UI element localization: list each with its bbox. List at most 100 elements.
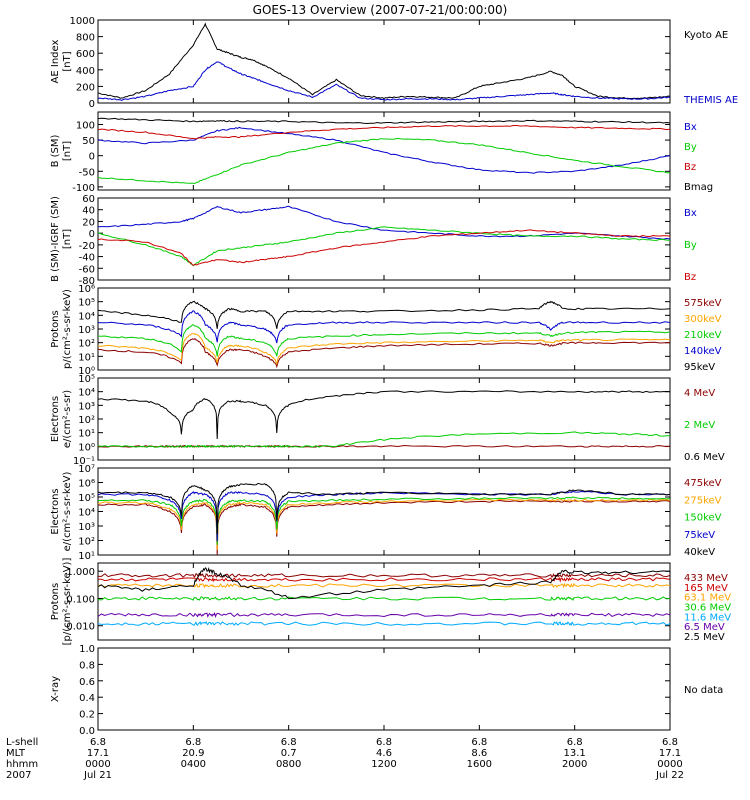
x-tick-label: 20.9 [182, 748, 204, 759]
y-tick-label: 0 [89, 229, 95, 240]
y-axis-label-line: e/(cm²-s-sr) [62, 390, 73, 448]
y-tick-label: 0 [89, 152, 95, 163]
legend-label: 210keV [684, 330, 722, 341]
y-tick-label: 10³ [78, 522, 95, 533]
series-line-by [97, 137, 670, 184]
y-tick-label: 10³ [78, 325, 95, 336]
y-tick-label: 10⁵ [78, 493, 95, 504]
series-line-bz [97, 124, 671, 140]
y-axis-label-line: B (SM) [50, 134, 61, 167]
legend-label: 6.5 MeV [684, 622, 725, 633]
x-tick-label: 4.6 [376, 748, 392, 759]
legend-label: Bx [684, 208, 697, 219]
y-tick-label: 0.4 [79, 693, 95, 704]
y-axis-label-line: p/(cm²-s-sr-keV) [62, 289, 73, 369]
x-row-label: hhmm [6, 759, 38, 770]
y-axis-label: B (SM)-IGRF (SM)[nT] [50, 196, 73, 282]
legend-label: 140keV [684, 346, 722, 357]
series-line-2.5-mev [97, 567, 671, 600]
panel-electrons_kev: 10¹ 10² 10³ 10⁴ 10⁵ 10⁶ 10⁷ Electronse/(cm²-s-s… [50, 464, 722, 562]
y-axis-label-line: Protons [50, 310, 61, 347]
y-tick-label: -60 [79, 264, 95, 275]
x-row-label: MLT [6, 748, 26, 759]
series-line-0.6-mev [97, 390, 671, 440]
x-tick-label: Jul 21 [83, 770, 112, 781]
y-axis-label: Protonsp/(cm²-s-sr-keV) [50, 289, 73, 369]
x-tick-label: 6.8 [90, 737, 106, 748]
y-tick-label: 20 [82, 217, 95, 228]
x-tick-label: 6.8 [662, 737, 678, 748]
y-tick-label: 10² [78, 415, 95, 426]
series-line-433-mev [98, 572, 671, 578]
legend-label: Bz [684, 272, 696, 283]
x-row-label: 2007 [6, 770, 31, 781]
series-line-6.5-mev [97, 611, 671, 619]
y-tick-label: 0.100 [66, 594, 95, 605]
y-tick-label: 0.2 [79, 710, 95, 721]
legend-label: Kyoto AE [684, 30, 728, 41]
y-tick-label: 60 [82, 194, 95, 205]
x-tick-label: 0800 [276, 759, 301, 770]
y-axis-label-line: [nT] [62, 141, 73, 161]
series-line-95kev [97, 300, 671, 329]
y-tick-label: 10⁶ [78, 284, 95, 295]
legend-label: 30.6 MeV [684, 603, 731, 614]
y-tick-label: 1000 [70, 16, 95, 27]
legend-label: 275keV [684, 495, 722, 506]
panel-ae_index: 0 200 400 600 800 1000 AE Index[nT] Kyoto AE THE… [50, 16, 738, 110]
panel-xray: 0.0 0.2 0.4 0.6 0.8 1.0 X-ray No data [50, 644, 723, 737]
x-tick-label: 17.1 [659, 748, 681, 759]
x-tick-label: 0000 [85, 759, 110, 770]
series-line-475kev [97, 499, 671, 555]
x-tick-label: 6.8 [281, 737, 297, 748]
panel-electrons_mev: 10⁻¹ 10⁰ 10¹ 10² 10³ 10⁴ 10⁵ Electronse/(cm²-s-… [50, 374, 725, 467]
y-tick-label: -20 [79, 241, 95, 252]
series-line-11.6-mev [97, 620, 671, 627]
y-axis-label-line: Protons [50, 583, 61, 620]
figure-title: GOES-13 Overview (2007-07-21/00:00:00) [253, 3, 508, 17]
y-axis-label-line: Electrons [50, 488, 61, 534]
y-tick-label: 10⁷ [78, 464, 95, 475]
y-tick-label: 0.6 [79, 677, 95, 688]
y-tick-label: 10¹ [78, 352, 95, 363]
y-tick-label: 50 [82, 136, 95, 147]
legend-label: THEMIS AE [683, 95, 738, 106]
legend-label: 150keV [684, 513, 722, 524]
legend-label: By [684, 240, 697, 251]
x-tick-label: 0400 [181, 759, 206, 770]
y-tick-label: 10⁵ [78, 374, 95, 385]
y-tick-label: 0.0 [79, 726, 95, 737]
series-line-150kev [98, 496, 671, 545]
y-tick-label: 10⁶ [78, 479, 95, 490]
y-tick-label: -50 [79, 167, 95, 178]
x-tick-label: 6.8 [471, 737, 487, 748]
y-tick-label: 100 [76, 120, 95, 131]
y-tick-label: 0.8 [79, 660, 95, 671]
legend-label: 575keV [684, 298, 722, 309]
series-line-40kev [97, 482, 671, 535]
y-tick-label: 800 [76, 33, 95, 44]
y-tick-label: 10¹ [78, 429, 95, 440]
x-tick-label: 0.7 [281, 748, 297, 759]
series-line-575kev [97, 338, 670, 369]
x-tick-label: 13.1 [564, 748, 586, 759]
y-axis-label: Electronse/(cm²-s-sr) [50, 390, 73, 448]
y-axis-label-line: [p/(cm²-s-sr-keV)] [62, 558, 73, 646]
y-axis-label-line: Electrons [50, 396, 61, 442]
x-tick-label: 6.8 [376, 737, 392, 748]
x-tick-label: 6.8 [567, 737, 583, 748]
series-line-bz [97, 229, 671, 266]
y-tick-label: 10⁵ [78, 298, 95, 309]
legend-label: 300keV [684, 314, 722, 325]
y-axis-label: Electronse/(cm²-s-sr-keV) [50, 472, 73, 552]
x-tick-label: 1200 [371, 759, 396, 770]
y-axis-label-line: [nT] [62, 51, 73, 71]
panel-protons: 10⁰ 10¹ 10² 10³ 10⁴ 10⁵ 10⁶ Protonsp/(cm²-s-sr-… [50, 284, 722, 377]
legend-label: 2 MeV [684, 420, 715, 431]
y-tick-label: 10² [78, 339, 95, 350]
legend-label: 475keV [684, 478, 722, 489]
x-tick-label: 6.8 [185, 737, 201, 748]
